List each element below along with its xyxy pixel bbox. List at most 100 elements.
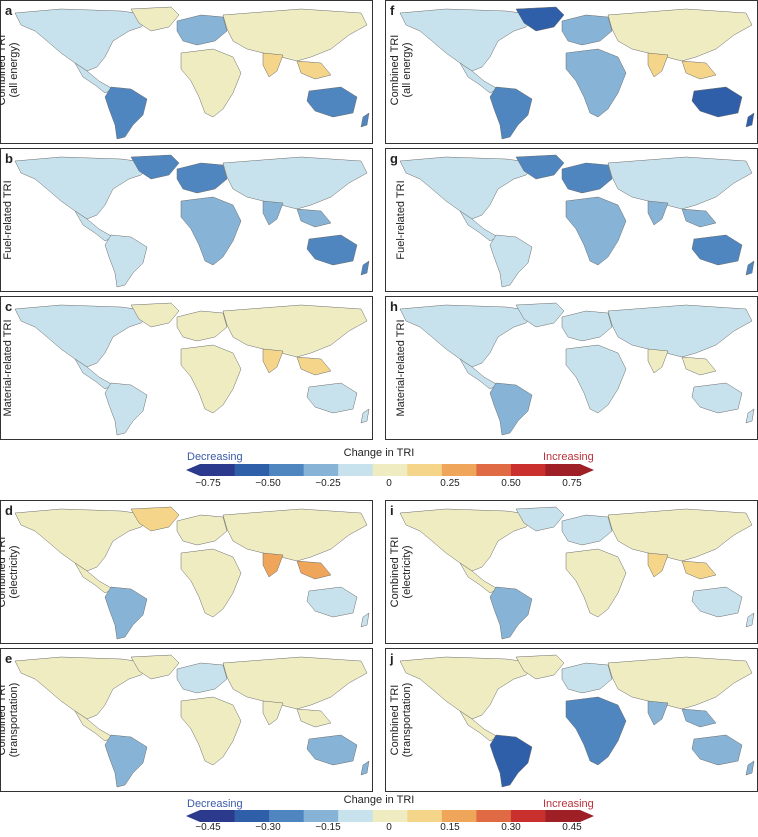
- colorbar-swatch: [200, 810, 236, 822]
- region-nz: [360, 112, 370, 128]
- colorbar-swatch: [234, 464, 270, 476]
- region-asia: [607, 508, 753, 562]
- region-australia: [306, 586, 358, 618]
- world-map-d: [14, 506, 370, 640]
- colorbar-swatch: [372, 810, 408, 822]
- map-panel-b: b: [0, 148, 373, 292]
- panel-letter: d: [5, 503, 13, 518]
- panel-letter: f: [390, 3, 395, 18]
- region-greenland: [515, 302, 565, 328]
- region-sa: [104, 382, 148, 436]
- region-nz: [745, 112, 755, 128]
- colorbar-swatch: [510, 464, 546, 476]
- region-seasia: [296, 560, 332, 580]
- ylabel-b: Fuel-related TRI: [2, 180, 14, 260]
- region-seasia: [681, 708, 717, 728]
- region-greenland: [130, 154, 180, 180]
- region-africa: [180, 344, 242, 414]
- ylabel-i: Combined TRI (electricity): [389, 536, 413, 608]
- world-map-c: [14, 302, 370, 436]
- region-sa: [489, 586, 533, 640]
- region-asia: [222, 508, 368, 562]
- region-africa: [180, 48, 242, 118]
- region-africa: [180, 696, 242, 766]
- ylabel-g: Fuel-related TRI: [395, 180, 407, 260]
- region-na: [14, 156, 152, 220]
- region-greenland: [130, 654, 180, 680]
- region-asia: [607, 156, 753, 210]
- region-europe: [176, 514, 228, 546]
- colorbar-legend-top: Decreasing Change in TRI Increasing −0.7…: [0, 444, 758, 496]
- region-asia: [222, 656, 368, 710]
- colorbar-arrow-right: [580, 464, 594, 476]
- colorbar-swatch: [372, 464, 408, 476]
- region-india: [262, 700, 284, 726]
- panel-letter: b: [5, 151, 13, 166]
- region-seasia: [296, 708, 332, 728]
- colorbar-top: [186, 464, 594, 476]
- region-africa: [565, 196, 627, 266]
- region-sa: [104, 734, 148, 788]
- region-sa: [489, 234, 533, 288]
- region-europe: [561, 514, 613, 546]
- region-india: [262, 200, 284, 226]
- world-map-e: [14, 654, 370, 788]
- region-africa: [180, 196, 242, 266]
- region-europe: [176, 310, 228, 342]
- region-europe: [176, 662, 228, 694]
- region-na: [14, 508, 152, 572]
- region-africa: [565, 548, 627, 618]
- region-india: [647, 52, 669, 78]
- region-australia: [691, 86, 743, 118]
- panel-letter: e: [5, 651, 13, 666]
- legend-title: Change in TRI: [343, 447, 415, 459]
- colorbar-arrow-right: [580, 810, 594, 822]
- region-australia: [691, 734, 743, 766]
- colorbar-legend-bottom: Decreasing Change in TRI Increasing −0.4…: [0, 794, 758, 837]
- legend-tick: 0.45: [562, 822, 582, 833]
- map-panel-g: g: [385, 148, 758, 292]
- legend-tick: 0.30: [501, 822, 521, 833]
- region-india: [262, 52, 284, 78]
- region-asia: [222, 156, 368, 210]
- map-panel-f: f: [385, 0, 758, 144]
- map-panel-i: i: [385, 500, 758, 644]
- region-sa: [104, 234, 148, 288]
- ylabel-d: Combined TRI (electricity): [0, 536, 20, 608]
- colorbar-swatch: [407, 464, 443, 476]
- region-australia: [306, 86, 358, 118]
- region-india: [647, 200, 669, 226]
- ylabel-c: Material-related TRI: [2, 319, 14, 417]
- colorbar-bottom: [186, 810, 594, 822]
- region-australia: [306, 734, 358, 766]
- map-panel-h: h: [385, 296, 758, 440]
- legend-tick: 0: [386, 478, 392, 489]
- region-nz: [360, 612, 370, 628]
- region-seasia: [296, 208, 332, 228]
- legend-tick: −0.25: [315, 478, 341, 489]
- legend-decreasing-label: Decreasing: [187, 798, 243, 810]
- world-map-h: [399, 302, 755, 436]
- region-africa: [565, 48, 627, 118]
- map-panel-a: a: [0, 0, 373, 144]
- region-india: [262, 552, 284, 578]
- region-europe: [176, 14, 228, 46]
- region-asia: [222, 8, 368, 62]
- region-na: [399, 304, 537, 368]
- colorbar-swatch: [476, 810, 512, 822]
- world-map-a: [14, 6, 370, 140]
- world-map-j: [399, 654, 755, 788]
- region-greenland: [130, 6, 180, 32]
- region-australia: [691, 234, 743, 266]
- ylabel-f: Combined TRI (all energy): [389, 34, 413, 106]
- legend-tick: 0: [386, 822, 392, 833]
- region-africa: [565, 344, 627, 414]
- region-india: [647, 700, 669, 726]
- region-europe: [561, 662, 613, 694]
- legend-increasing-label: Increasing: [543, 798, 594, 810]
- legend-tick: −0.30: [255, 822, 281, 833]
- world-map-g: [399, 154, 755, 288]
- colorbar-swatch: [476, 464, 512, 476]
- ylabel-h: Material-related TRI: [395, 319, 407, 417]
- colorbar-swatch: [338, 464, 374, 476]
